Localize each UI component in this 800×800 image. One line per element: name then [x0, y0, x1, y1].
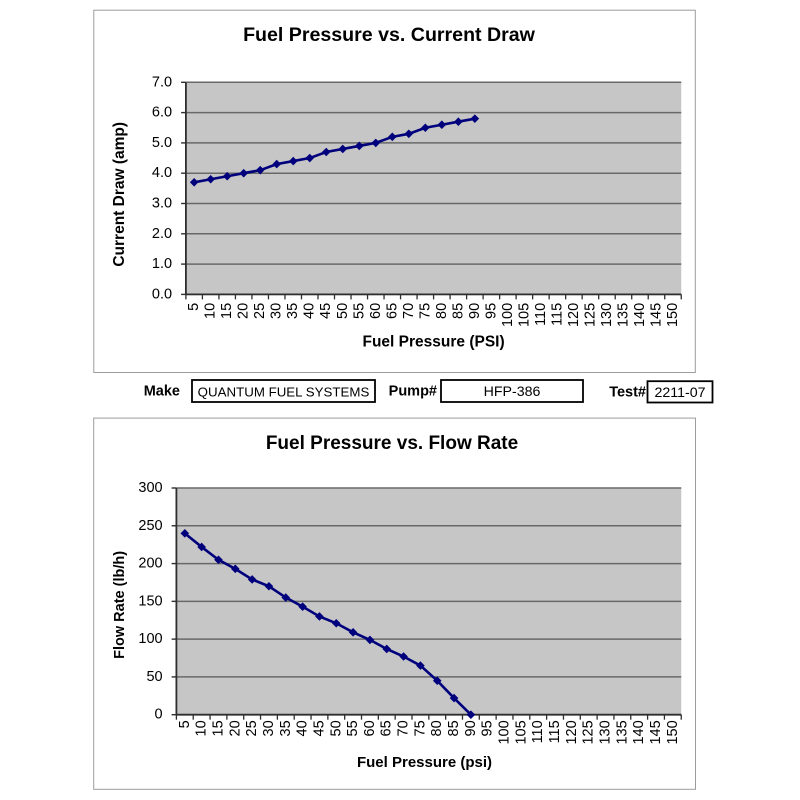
svg-text:85: 85: [446, 720, 462, 736]
svg-text:5.0: 5.0: [152, 135, 172, 151]
svg-text:10: 10: [194, 720, 210, 736]
svg-text:75: 75: [417, 303, 433, 319]
svg-text:150: 150: [138, 593, 162, 609]
svg-text:QUANTUM FUEL SYSTEMS: QUANTUM FUEL SYSTEMS: [198, 385, 370, 400]
svg-text:75: 75: [412, 720, 428, 736]
svg-text:Pump#: Pump#: [389, 384, 437, 400]
svg-text:130: 130: [599, 303, 615, 327]
svg-text:5: 5: [186, 303, 202, 311]
svg-text:80: 80: [434, 303, 450, 319]
svg-text:4.0: 4.0: [152, 165, 172, 181]
svg-text:Test#: Test#: [609, 384, 646, 400]
svg-text:115: 115: [549, 303, 565, 326]
svg-text:55: 55: [345, 720, 361, 736]
svg-text:120: 120: [566, 303, 582, 327]
svg-text:25: 25: [252, 303, 268, 319]
svg-text:Fuel Pressure (PSI): Fuel Pressure (PSI): [363, 334, 505, 351]
svg-text:90: 90: [467, 303, 483, 319]
svg-text:150: 150: [665, 303, 681, 327]
svg-text:Current Draw (amp): Current Draw (amp): [111, 122, 128, 267]
svg-text:20: 20: [227, 720, 243, 736]
svg-text:125: 125: [581, 720, 597, 744]
svg-text:100: 100: [500, 303, 516, 327]
svg-text:115: 115: [547, 720, 563, 743]
svg-text:45: 45: [318, 303, 334, 319]
svg-text:3.0: 3.0: [152, 196, 172, 212]
svg-text:70: 70: [396, 720, 412, 736]
svg-text:Fuel Pressure (psi): Fuel Pressure (psi): [357, 754, 492, 771]
svg-text:200: 200: [138, 556, 162, 572]
svg-text:5: 5: [177, 720, 193, 728]
svg-text:6.0: 6.0: [152, 105, 172, 121]
svg-text:50: 50: [146, 669, 162, 685]
svg-text:95: 95: [483, 303, 499, 319]
svg-text:80: 80: [429, 720, 445, 736]
svg-text:15: 15: [219, 303, 235, 319]
svg-text:45: 45: [311, 720, 327, 736]
svg-text:250: 250: [138, 518, 162, 534]
svg-text:70: 70: [401, 303, 417, 319]
svg-text:40: 40: [295, 720, 311, 736]
svg-text:2211-07: 2211-07: [654, 385, 705, 401]
svg-text:140: 140: [632, 303, 648, 327]
svg-text:60: 60: [368, 303, 384, 319]
svg-text:0.0: 0.0: [152, 286, 172, 302]
svg-text:50: 50: [328, 720, 344, 736]
svg-text:7.0: 7.0: [152, 74, 172, 90]
svg-text:10: 10: [203, 303, 219, 319]
svg-text:35: 35: [285, 303, 301, 319]
svg-text:120: 120: [564, 720, 580, 744]
svg-text:2.0: 2.0: [152, 226, 172, 242]
svg-text:1.0: 1.0: [152, 256, 172, 272]
svg-text:105: 105: [516, 303, 532, 327]
svg-text:90: 90: [463, 720, 479, 736]
svg-text:65: 65: [379, 720, 395, 736]
svg-text:Fuel Pressure vs. Flow Rate: Fuel Pressure vs. Flow Rate: [266, 433, 518, 454]
svg-text:40: 40: [302, 303, 318, 319]
svg-text:55: 55: [351, 303, 367, 319]
svg-text:145: 145: [648, 303, 664, 327]
svg-text:Flow Rate (lb/h): Flow Rate (lb/h): [112, 551, 128, 659]
svg-text:60: 60: [362, 720, 378, 736]
svg-text:140: 140: [631, 720, 647, 744]
svg-text:Make: Make: [144, 384, 180, 400]
svg-text:0: 0: [155, 707, 163, 723]
svg-text:HFP-386: HFP-386: [484, 384, 541, 400]
svg-text:100: 100: [497, 720, 513, 744]
svg-text:300: 300: [138, 480, 162, 496]
svg-text:25: 25: [244, 720, 260, 736]
svg-text:105: 105: [513, 720, 529, 744]
svg-text:100: 100: [138, 631, 162, 647]
svg-text:35: 35: [278, 720, 294, 736]
svg-text:Fuel Pressure vs. Current Draw: Fuel Pressure vs. Current Draw: [243, 24, 536, 46]
svg-text:20: 20: [236, 303, 252, 319]
svg-text:110: 110: [533, 303, 549, 326]
svg-text:130: 130: [598, 720, 614, 744]
svg-text:145: 145: [648, 720, 664, 744]
svg-text:50: 50: [335, 303, 351, 319]
svg-text:85: 85: [450, 303, 466, 319]
svg-text:110: 110: [530, 720, 546, 743]
svg-text:135: 135: [614, 720, 630, 744]
svg-text:30: 30: [269, 303, 285, 319]
svg-text:95: 95: [480, 720, 496, 736]
svg-text:15: 15: [210, 720, 226, 736]
svg-text:65: 65: [384, 303, 400, 319]
svg-text:125: 125: [582, 303, 598, 327]
svg-text:150: 150: [665, 720, 681, 744]
svg-text:30: 30: [261, 720, 277, 736]
svg-text:135: 135: [615, 303, 631, 327]
